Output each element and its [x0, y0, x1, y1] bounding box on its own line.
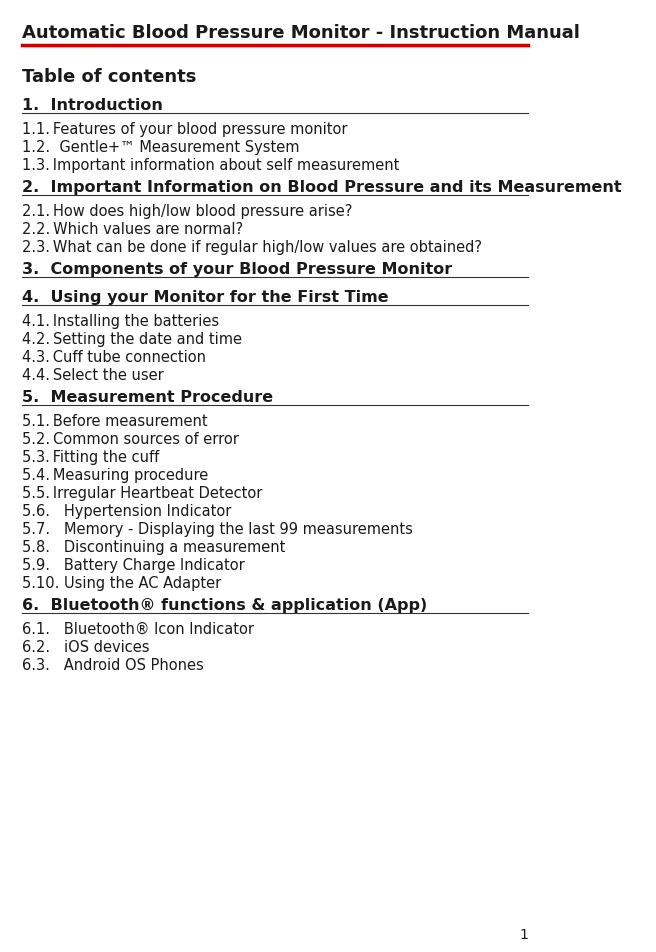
Text: 5.5. Irregular Heartbeat Detector: 5.5. Irregular Heartbeat Detector: [22, 486, 262, 501]
Text: 4.4. Select the user: 4.4. Select the user: [22, 367, 163, 383]
Text: 5.1. Before measurement: 5.1. Before measurement: [22, 413, 207, 428]
Text: 1.3. Important information about self measurement: 1.3. Important information about self me…: [22, 158, 399, 172]
Text: 2.2. Which values are normal?: 2.2. Which values are normal?: [22, 222, 247, 237]
Text: 6.1.   Bluetooth® Icon Indicator: 6.1. Bluetooth® Icon Indicator: [22, 621, 254, 636]
Text: 4.  Using your Monitor for the First Time: 4. Using your Monitor for the First Time: [22, 289, 388, 305]
Text: 6.  Bluetooth® functions & application (App): 6. Bluetooth® functions & application (A…: [22, 597, 427, 612]
Text: 2.  Important Information on Blood Pressure and its Measurement: 2. Important Information on Blood Pressu…: [22, 180, 621, 194]
Text: 5.6.   Hypertension Indicator: 5.6. Hypertension Indicator: [22, 504, 231, 518]
Text: 5.  Measurement Procedure: 5. Measurement Procedure: [22, 389, 273, 405]
Text: 5.4. Measuring procedure: 5.4. Measuring procedure: [22, 467, 208, 483]
Text: 3.  Components of your Blood Pressure Monitor: 3. Components of your Blood Pressure Mon…: [22, 262, 452, 276]
Text: 4.2. Setting the date and time: 4.2. Setting the date and time: [22, 331, 242, 347]
Text: 6.3.   Android OS Phones: 6.3. Android OS Phones: [22, 657, 203, 672]
Text: 4.1. Installing the batteries: 4.1. Installing the batteries: [22, 313, 219, 328]
Text: 5.8.   Discontinuing a measurement: 5.8. Discontinuing a measurement: [22, 539, 285, 554]
Text: 5.3. Fitting the cuff: 5.3. Fitting the cuff: [22, 449, 159, 465]
Text: 1: 1: [520, 926, 528, 941]
Text: 1.  Introduction: 1. Introduction: [22, 98, 163, 112]
Text: 2.3. What can be done if regular high/low values are obtained?: 2.3. What can be done if regular high/lo…: [22, 240, 482, 254]
Text: 2.1. How does high/low blood pressure arise?: 2.1. How does high/low blood pressure ar…: [22, 204, 352, 219]
Text: 1.1. Features of your blood pressure monitor: 1.1. Features of your blood pressure mon…: [22, 122, 347, 137]
Text: 4.3. Cuff tube connection: 4.3. Cuff tube connection: [22, 349, 206, 365]
Text: 5.9.   Battery Charge Indicator: 5.9. Battery Charge Indicator: [22, 557, 245, 572]
Text: Table of contents: Table of contents: [22, 68, 196, 86]
Text: 1.2.  Gentle+™ Measurement System: 1.2. Gentle+™ Measurement System: [22, 140, 299, 154]
Text: Automatic Blood Pressure Monitor - Instruction Manual: Automatic Blood Pressure Monitor - Instr…: [22, 24, 580, 42]
Text: 5.10. Using the AC Adapter: 5.10. Using the AC Adapter: [22, 575, 221, 590]
Text: 5.7.   Memory - Displaying the last 99 measurements: 5.7. Memory - Displaying the last 99 mea…: [22, 522, 413, 536]
Text: 6.2.   iOS devices: 6.2. iOS devices: [22, 639, 150, 654]
Text: 5.2. Common sources of error: 5.2. Common sources of error: [22, 431, 239, 446]
